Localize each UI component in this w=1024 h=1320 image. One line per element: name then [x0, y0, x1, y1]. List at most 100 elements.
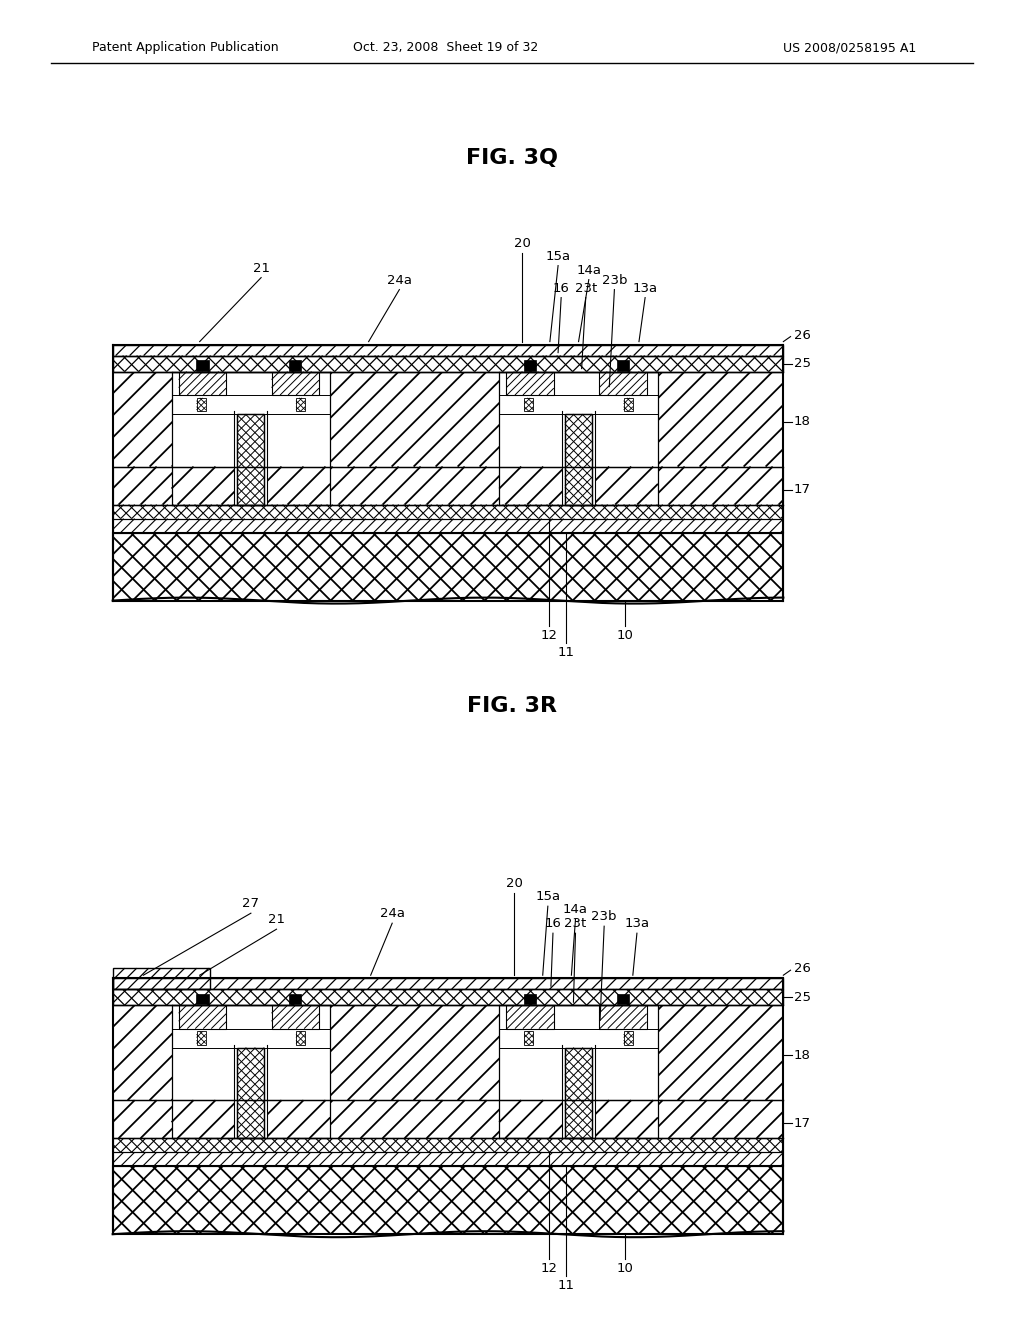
Bar [616, 360, 629, 371]
Bar [565, 1048, 592, 1138]
Bar [565, 1048, 592, 1138]
Bar [234, 411, 267, 504]
Bar [499, 1006, 657, 1048]
Bar [524, 360, 537, 371]
Bar [616, 994, 629, 1005]
Bar [113, 1152, 783, 1166]
Bar [289, 994, 301, 1005]
Text: 25: 25 [794, 358, 811, 370]
Bar [271, 1006, 318, 1028]
Text: 26: 26 [794, 329, 810, 342]
Bar [113, 1100, 783, 1138]
Bar [113, 519, 783, 532]
Text: 20: 20 [506, 878, 522, 890]
Bar [238, 1048, 264, 1138]
Bar [506, 372, 554, 395]
Bar [524, 994, 537, 1005]
Bar [113, 978, 783, 989]
Bar [271, 372, 318, 395]
Bar [113, 1138, 783, 1152]
Text: 18: 18 [794, 414, 810, 428]
Text: 10: 10 [616, 1262, 633, 1275]
Bar [238, 414, 264, 504]
Bar [238, 414, 264, 504]
Bar [171, 1006, 330, 1138]
Bar [113, 345, 783, 601]
Bar [113, 372, 783, 466]
Bar [238, 1048, 264, 1138]
Bar [289, 360, 301, 371]
Text: 24a: 24a [380, 907, 404, 920]
Bar [113, 968, 210, 989]
Bar [113, 345, 783, 355]
Text: 15a: 15a [546, 249, 570, 263]
Text: 12: 12 [541, 1262, 557, 1275]
Bar [113, 1006, 783, 1100]
Text: 15a: 15a [536, 890, 560, 903]
Bar [499, 1028, 657, 1048]
Bar [624, 397, 633, 412]
Text: 18: 18 [794, 1048, 810, 1061]
Bar [524, 1031, 534, 1045]
Text: 23b: 23b [592, 911, 616, 923]
Bar [238, 1048, 264, 1138]
Bar [599, 372, 646, 395]
Bar [296, 1031, 305, 1045]
Text: 26: 26 [794, 962, 810, 975]
Bar [171, 372, 330, 504]
Bar [624, 397, 633, 412]
Text: 10: 10 [616, 628, 633, 642]
Bar [113, 1100, 783, 1138]
Bar [178, 372, 226, 395]
Bar [271, 372, 318, 395]
Bar [178, 1006, 226, 1028]
Bar [599, 1006, 646, 1028]
Bar [113, 968, 210, 989]
Bar [113, 519, 783, 532]
Bar [113, 989, 783, 1006]
Bar [506, 1006, 554, 1028]
Bar [499, 1006, 657, 1138]
Bar [171, 1028, 330, 1048]
Bar [524, 397, 534, 412]
Bar [238, 414, 264, 504]
Bar [499, 1006, 657, 1048]
Bar [113, 1166, 783, 1234]
Text: Oct. 23, 2008  Sheet 19 of 32: Oct. 23, 2008 Sheet 19 of 32 [353, 41, 538, 54]
Bar [171, 1006, 330, 1048]
Text: 20: 20 [514, 236, 530, 249]
Bar [499, 372, 657, 504]
Bar [197, 1031, 206, 1045]
Text: 23t: 23t [564, 917, 587, 931]
Bar [524, 1031, 534, 1045]
Text: 23b: 23b [602, 273, 627, 286]
Text: 17: 17 [794, 483, 811, 496]
Bar [113, 1166, 783, 1234]
Bar [238, 414, 264, 504]
Text: 11: 11 [558, 645, 574, 659]
Bar [296, 397, 305, 412]
Bar [296, 397, 305, 412]
Bar [113, 355, 783, 372]
Bar [197, 1031, 206, 1045]
Bar [562, 411, 595, 504]
Text: 27: 27 [243, 898, 259, 911]
Text: 17: 17 [794, 1117, 811, 1130]
Bar [113, 466, 783, 504]
Bar [113, 345, 783, 355]
Bar [113, 989, 783, 1006]
Bar [113, 532, 783, 601]
Bar [197, 360, 209, 371]
Bar [506, 372, 554, 395]
Text: FIG. 3R: FIG. 3R [467, 696, 557, 717]
Bar [113, 1166, 783, 1234]
Text: 21: 21 [253, 261, 269, 275]
Text: FIG. 3Q: FIG. 3Q [466, 148, 558, 169]
Bar [113, 466, 783, 504]
Bar [506, 1006, 554, 1028]
Bar [113, 978, 783, 989]
Text: US 2008/0258195 A1: US 2008/0258195 A1 [783, 41, 916, 54]
Bar [499, 395, 657, 414]
Text: 23t: 23t [574, 281, 597, 294]
Bar [599, 372, 646, 395]
